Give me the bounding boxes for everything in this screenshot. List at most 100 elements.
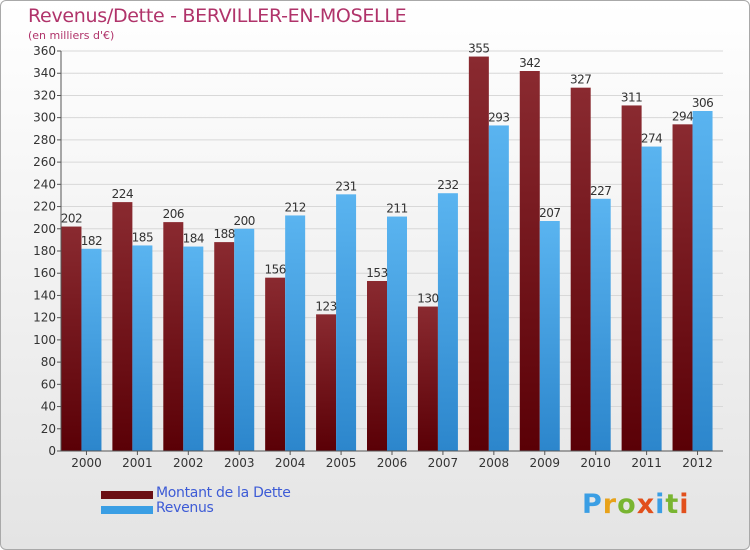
value-label-revenue-2009: 207 — [539, 206, 560, 220]
chart-subtitle: (en milliers d'€) — [28, 29, 115, 42]
bar-revenue-2004 — [285, 215, 306, 451]
x-tick-label-2000: 2000 — [71, 456, 102, 470]
bar-revenue-2007 — [437, 193, 458, 451]
y-tick-label-80: 80 — [41, 355, 56, 369]
y-tick-label-220: 220 — [33, 200, 56, 214]
value-label-revenue-2007: 232 — [437, 178, 458, 192]
value-label-debt-2012: 294 — [672, 109, 693, 123]
bar-debt-2006 — [367, 281, 387, 451]
value-label-debt-2007: 130 — [417, 292, 438, 306]
logo-letter: P — [582, 489, 603, 520]
bar-revenue-2005 — [336, 194, 357, 452]
x-tick-label-2005: 2005 — [326, 456, 357, 470]
value-label-revenue-2001: 185 — [132, 230, 153, 244]
y-tick-label-320: 320 — [33, 88, 56, 102]
chart-title: Revenus/Dette - BERVILLER-EN-MOSELLE — [28, 5, 407, 27]
y-tick-label-140: 140 — [33, 288, 56, 302]
value-label-debt-2000: 202 — [61, 212, 82, 226]
logo-letter: t — [665, 489, 680, 520]
x-tick-label-2008: 2008 — [479, 456, 510, 470]
bar-revenue-2009 — [539, 221, 560, 451]
y-tick-label-160: 160 — [33, 266, 56, 280]
logo-letter: o — [617, 489, 637, 520]
bar-revenue-2003 — [234, 228, 255, 451]
x-tick-label-2004: 2004 — [275, 456, 306, 470]
bar-debt-2001 — [112, 202, 133, 451]
value-label-debt-2002: 206 — [163, 207, 184, 221]
x-tick-label-2009: 2009 — [529, 456, 560, 470]
value-label-debt-2009: 342 — [519, 56, 540, 70]
y-tick-label-260: 260 — [33, 155, 56, 169]
y-tick-label-300: 300 — [33, 111, 56, 125]
bar-revenue-2008 — [488, 125, 509, 451]
value-label-debt-2001: 224 — [112, 187, 133, 201]
bar-debt-2011 — [621, 105, 642, 451]
axes: 0 20 40 60 80 100 120 140 160 180 200 220 240 260 280 3… — [33, 44, 723, 470]
x-tick-label-2003: 2003 — [224, 456, 255, 470]
bar-revenue-2000 — [81, 248, 102, 451]
value-label-revenue-2003: 200 — [234, 214, 255, 228]
y-tick-label-180: 180 — [33, 244, 56, 258]
bars — [61, 56, 713, 452]
value-label-debt-2010: 327 — [570, 73, 591, 87]
bar-revenue-2012 — [692, 111, 713, 451]
bar-revenue-2001 — [132, 245, 153, 451]
bar-debt-2005 — [316, 314, 337, 451]
x-tick-label-2002: 2002 — [173, 456, 204, 470]
value-label-debt-2006: 153 — [366, 266, 387, 280]
bar-debt-2000 — [61, 226, 82, 451]
y-tick-label-120: 120 — [33, 311, 56, 325]
y-tick-label-60: 60 — [41, 377, 56, 391]
y-tick-label-40: 40 — [41, 400, 56, 414]
y-tick-label-100: 100 — [33, 333, 56, 347]
x-tick-label-2011: 2011 — [631, 456, 662, 470]
legend-swatch-debt — [101, 491, 153, 499]
y-tick-label-200: 200 — [33, 222, 56, 236]
value-label-revenue-2012: 306 — [692, 96, 713, 110]
value-label-revenue-2002: 184 — [183, 232, 204, 246]
bar-debt-2003 — [214, 242, 235, 451]
bar-revenue-2006 — [387, 216, 407, 451]
y-tick-label-360: 360 — [33, 44, 56, 58]
value-label-debt-2011: 311 — [621, 90, 642, 104]
bar-debt-2008 — [468, 56, 489, 452]
logo-letter: i — [679, 489, 690, 520]
value-label-revenue-2004: 212 — [284, 200, 305, 214]
value-label-debt-2004: 156 — [264, 263, 285, 277]
logo-letter: r — [602, 489, 618, 520]
legend-swatch-revenue — [101, 506, 153, 514]
bar-revenue-2010 — [590, 198, 611, 451]
y-tick-label-280: 280 — [33, 133, 56, 147]
y-tick-label-240: 240 — [33, 177, 56, 191]
logo-letter: x — [636, 489, 656, 520]
value-label-revenue-2005: 231 — [335, 179, 356, 193]
bar-debt-2007 — [417, 306, 438, 451]
bar-debt-2012 — [672, 124, 693, 451]
value-label-revenue-2010: 227 — [590, 184, 611, 198]
bar-revenue-2011 — [641, 146, 662, 452]
bar-revenue-2002 — [183, 246, 204, 451]
value-label-debt-2005: 123 — [315, 299, 336, 313]
bar-debt-2010 — [570, 87, 591, 452]
y-tick-label-20: 20 — [41, 422, 56, 436]
x-tick-label-2007: 2007 — [428, 456, 459, 470]
bar-debt-2004 — [265, 277, 286, 451]
y-tick-label-0: 0 — [48, 444, 56, 458]
x-tick-label-2001: 2001 — [122, 456, 153, 470]
bar-debt-2009 — [519, 71, 540, 451]
x-tick-label-2006: 2006 — [377, 456, 408, 470]
bar-debt-2002 — [163, 222, 184, 451]
x-tick-label-2010: 2010 — [580, 456, 611, 470]
value-label-debt-2003: 188 — [214, 227, 235, 241]
legend-label-debt: Montant de la Dette — [156, 485, 291, 501]
value-label-revenue-2006: 211 — [386, 202, 407, 216]
value-label-revenue-2000: 182 — [81, 234, 102, 248]
x-tick-label-2012: 2012 — [682, 456, 713, 470]
legend-label-revenue: Revenus — [156, 500, 214, 516]
logo-letter: i — [655, 489, 666, 520]
proxiti-logo: Proxiti — [582, 489, 690, 520]
value-label-revenue-2008: 293 — [488, 110, 509, 124]
